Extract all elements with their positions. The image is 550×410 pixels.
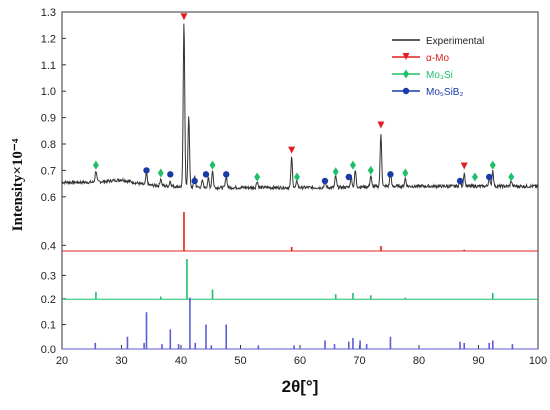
x-axis-label: 2θ[°]: [282, 377, 319, 396]
x-tick-label: 90: [472, 355, 484, 367]
y-axis-label: Intensity×10⁻⁴: [10, 138, 26, 231]
mo5sib2-marker: [202, 171, 210, 178]
legend-circle-marker: [402, 87, 410, 95]
y-tick-label: 1.1: [41, 60, 56, 72]
y-tick-label: 0.1: [41, 320, 56, 332]
plot-frame: 0.6 0.7 0.8 0.9 1.0 1.1 1.2 1.3 0.4 0.2 0.3 0.0 0.1 2…: [41, 7, 547, 367]
mo5sib2-marker: [486, 173, 493, 181]
legend: Experimental α-Mo Mo₃Si Mo₅SiB₂: [392, 36, 484, 98]
y-tick-label: 0.6: [41, 192, 56, 204]
y-tick-label: 0.0: [41, 344, 56, 356]
plot-data: [61, 13, 539, 350]
y-tick-label: 0.9: [41, 113, 56, 125]
alpha-mo-marker: [377, 121, 385, 129]
x-tick-label: 50: [234, 355, 246, 367]
mo3si-marker: [254, 172, 261, 182]
y-tick-label: 0.2: [41, 294, 56, 306]
legend-label: Experimental: [426, 36, 484, 47]
mo5sib2-marker: [191, 177, 198, 185]
legend-label: α-Mo: [426, 53, 449, 64]
mo5sib2-marker: [321, 177, 329, 185]
alpha-mo-marker: [288, 146, 296, 154]
mo3si-marker: [489, 160, 496, 170]
y-tick-label: 1.2: [41, 33, 56, 45]
mo3si-marker: [508, 172, 515, 182]
x-tick-label: 20: [56, 355, 68, 367]
mo3si-marker: [294, 172, 301, 182]
x-tick-label: 100: [529, 355, 547, 367]
mo3si-marker: [157, 168, 164, 178]
x-tick-label: 40: [175, 355, 187, 367]
y-tick-label: 0.4: [41, 240, 56, 252]
y-tick-label: 1.0: [41, 86, 56, 98]
x-tick-label: 80: [413, 355, 425, 367]
mo3si-marker: [349, 160, 356, 170]
alpha-mo-marker: [460, 162, 468, 170]
alpha-mo-marker: [180, 13, 188, 21]
mo5sib2-marker: [167, 171, 174, 178]
mo3si-marker: [332, 167, 339, 177]
plot-border: [61, 11, 539, 350]
x-tick-label: 30: [115, 355, 127, 367]
legend-diamond-marker: [403, 69, 409, 79]
mo3si-marker: [209, 160, 216, 170]
y-tick-label: 1.3: [41, 7, 56, 19]
mo3si-marker: [92, 160, 99, 170]
x-tick-label: 70: [353, 355, 365, 367]
mo5sib2-marker: [456, 177, 464, 185]
legend-label: Mo₅SiB₂: [426, 87, 463, 98]
y-tick-label: 0.8: [41, 139, 56, 151]
mo3si-marker: [471, 172, 478, 182]
y-tick-label: 0.3: [41, 270, 56, 282]
legend-triangle-marker: [402, 53, 410, 60]
x-tick-label: 60: [294, 355, 306, 367]
mo3si-marker: [367, 165, 374, 175]
mo5sib2-marker: [345, 173, 352, 181]
experimental-series-line: [61, 23, 539, 191]
mo5sib2-marker: [143, 167, 150, 174]
legend-label: Mo₃Si: [426, 70, 453, 81]
y-tick-label: 0.7: [41, 165, 56, 177]
mo5sib2-marker: [387, 171, 394, 178]
mo5sib2-marker: [223, 171, 230, 178]
mo3si-marker: [402, 168, 409, 178]
